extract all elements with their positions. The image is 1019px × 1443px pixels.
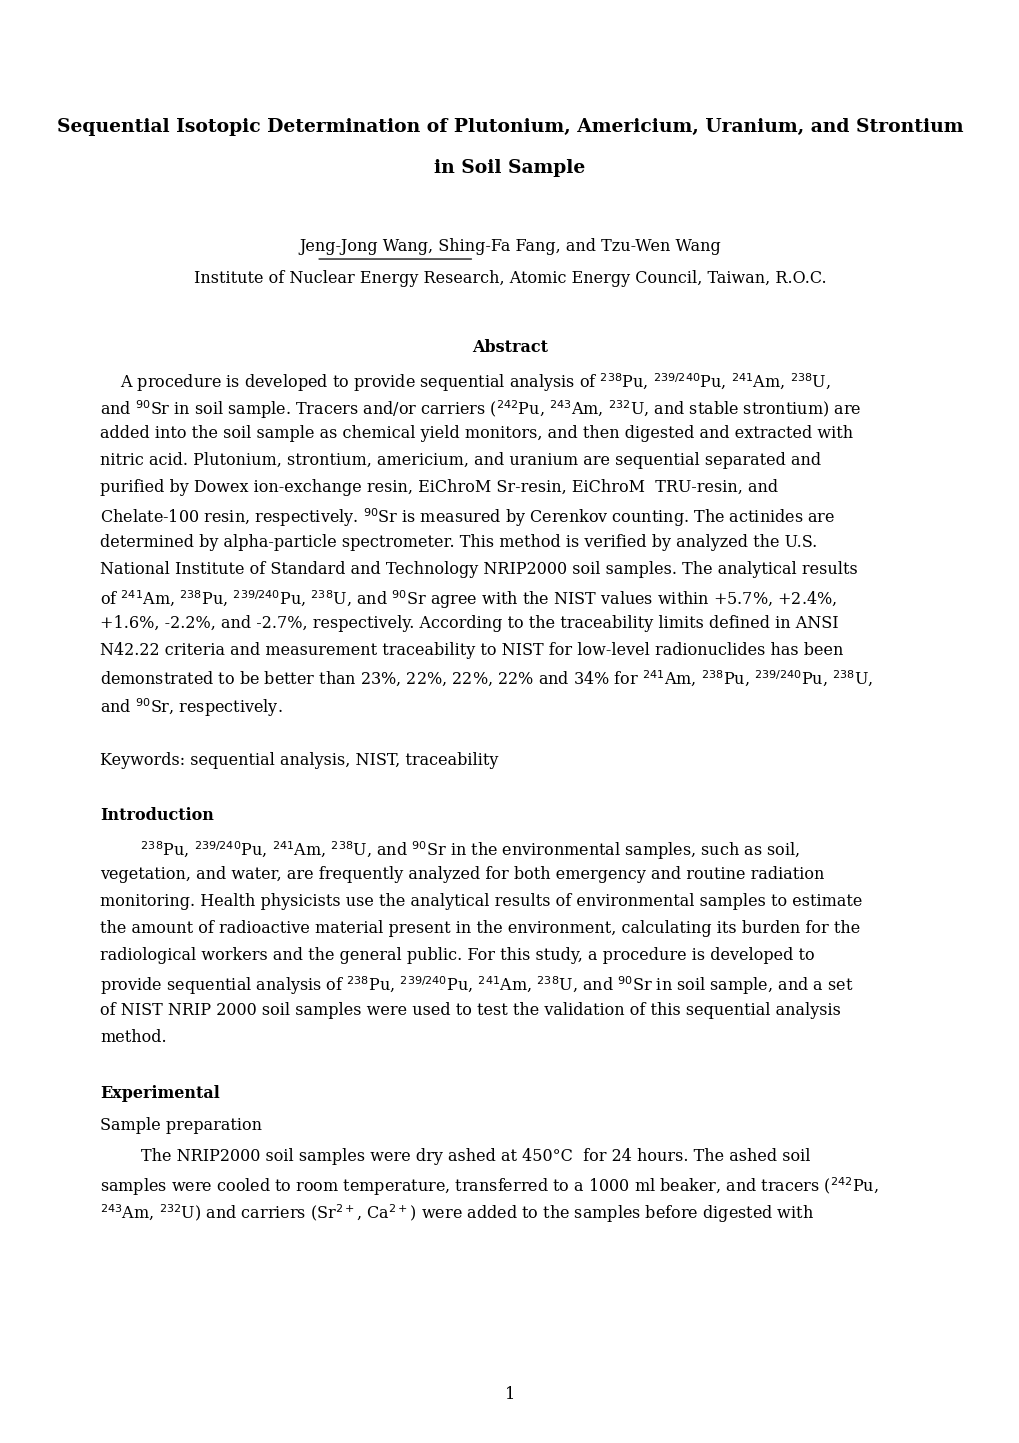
Text: $^{238}$Pu, $^{239/240}$Pu, $^{241}$Am, $^{238}$U, and $^{90}$Sr in the environm: $^{238}$Pu, $^{239/240}$Pu, $^{241}$Am, …	[100, 838, 799, 861]
Text: Chelate-100 resin, respectively. $^{90}$Sr is measured by Cerenkov counting. The: Chelate-100 resin, respectively. $^{90}$…	[100, 506, 835, 530]
Text: nitric acid. Plutonium, strontium, americium, and uranium are sequential separat: nitric acid. Plutonium, strontium, ameri…	[100, 452, 820, 469]
Text: monitoring. Health physicists use the analytical results of environmental sample: monitoring. Health physicists use the an…	[100, 893, 861, 911]
Text: Sequential Isotopic Determination of Plutonium, Americium, Uranium, and Strontiu: Sequential Isotopic Determination of Plu…	[57, 118, 962, 136]
Text: Jeng-Jong Wang, Shing-Fa Fang, and Tzu-Wen Wang: Jeng-Jong Wang, Shing-Fa Fang, and Tzu-W…	[299, 238, 720, 255]
Text: the amount of radioactive material present in the environment, calculating its b: the amount of radioactive material prese…	[100, 921, 859, 938]
Text: of $^{241}$Am, $^{238}$Pu, $^{239/240}$Pu, $^{238}$U, and $^{90}$Sr agree with t: of $^{241}$Am, $^{238}$Pu, $^{239/240}$P…	[100, 587, 837, 610]
Text: method.: method.	[100, 1029, 166, 1046]
Text: Introduction: Introduction	[100, 807, 214, 824]
Text: vegetation, and water, are frequently analyzed for both emergency and routine ra: vegetation, and water, are frequently an…	[100, 866, 823, 883]
Text: +1.6%, -2.2%, and -2.7%, respectively. According to the traceability limits defi: +1.6%, -2.2%, and -2.7%, respectively. A…	[100, 615, 838, 632]
Text: provide sequential analysis of $^{238}$Pu, $^{239/240}$Pu, $^{241}$Am, $^{238}$U: provide sequential analysis of $^{238}$P…	[100, 974, 853, 997]
Text: of NIST NRIP 2000 soil samples were used to test the validation of this sequenti: of NIST NRIP 2000 soil samples were used…	[100, 1001, 840, 1019]
Text: and $^{90}$Sr in soil sample. Tracers and/or carriers ($^{242}$Pu, $^{243}$Am, $: and $^{90}$Sr in soil sample. Tracers an…	[100, 398, 860, 421]
Text: 1: 1	[504, 1385, 515, 1403]
Text: $^{243}$Am, $^{232}$U) and carriers (Sr$^{2+}$, Ca$^{2+}$) were added to the sam: $^{243}$Am, $^{232}$U) and carriers (Sr$…	[100, 1202, 813, 1225]
Text: N42.22 criteria and measurement traceability to NIST for low-level radionuclides: N42.22 criteria and measurement traceabi…	[100, 642, 843, 659]
Text: and $^{90}$Sr, respectively.: and $^{90}$Sr, respectively.	[100, 697, 282, 719]
Text: added into the soil sample as chemical yield monitors, and then digested and ext: added into the soil sample as chemical y…	[100, 426, 852, 442]
Text: A procedure is developed to provide sequential analysis of $^{238}$Pu, $^{239/24: A procedure is developed to provide sequ…	[100, 371, 830, 394]
Text: determined by alpha-particle spectrometer. This method is verified by analyzed t: determined by alpha-particle spectromete…	[100, 534, 816, 551]
Text: radiological workers and the general public. For this study, a procedure is deve: radiological workers and the general pub…	[100, 948, 814, 964]
Text: The NRIP2000 soil samples were dry ashed at 450°C  for 24 hours. The ashed soil: The NRIP2000 soil samples were dry ashed…	[100, 1149, 810, 1166]
Text: Keywords: sequential analysis, NIST, traceability: Keywords: sequential analysis, NIST, tra…	[100, 752, 498, 769]
Text: Sample preparation: Sample preparation	[100, 1117, 262, 1134]
Text: Abstract: Abstract	[472, 339, 547, 356]
Text: Experimental: Experimental	[100, 1085, 219, 1102]
Text: National Institute of Standard and Technology NRIP2000 soil samples. The analyti: National Institute of Standard and Techn…	[100, 561, 857, 577]
Text: demonstrated to be better than 23%, 22%, 22%, 22% and 34% for $^{241}$Am, $^{238: demonstrated to be better than 23%, 22%,…	[100, 670, 872, 690]
Text: in Soil Sample: in Soil Sample	[434, 159, 585, 176]
Text: Institute of Nuclear Energy Research, Atomic Energy Council, Taiwan, R.O.C.: Institute of Nuclear Energy Research, At…	[194, 270, 825, 287]
Text: samples were cooled to room temperature, transferred to a 1000 ml beaker, and tr: samples were cooled to room temperature,…	[100, 1176, 877, 1198]
Text: purified by Dowex ion-exchange resin, EiChroM Sr-resin, EiChroM  TRU-resin, and: purified by Dowex ion-exchange resin, Ei…	[100, 479, 777, 496]
